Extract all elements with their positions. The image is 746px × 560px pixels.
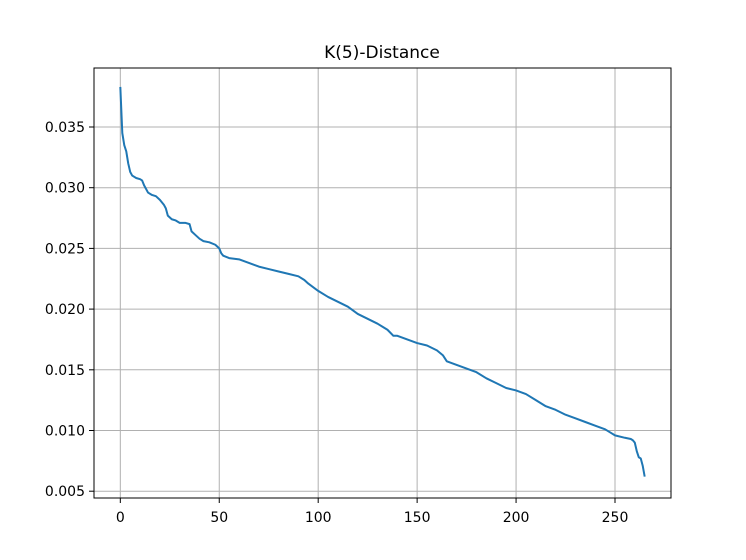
y-tick-label: 0.015	[45, 363, 85, 379]
x-axis-ticks: 0 50 100 150 200 250	[116, 498, 629, 526]
plot-frame	[93, 67, 672, 499]
x-tick-label: 50	[210, 510, 228, 526]
chart-title: K(5)-Distance	[324, 43, 440, 63]
x-tick-label: 200	[503, 510, 530, 526]
y-tick-label: 0.035	[45, 120, 85, 136]
y-tick-label: 0.020	[45, 302, 85, 318]
x-tick-label: 100	[305, 510, 332, 526]
y-tick-label: 0.005	[45, 484, 85, 500]
x-tick-label: 150	[404, 510, 431, 526]
y-tick-label: 0.030	[45, 181, 85, 197]
series-line	[119, 86, 646, 477]
y-axis-ticks: 0.005 0.010 0.015 0.020 0.025 0.030 0.035	[45, 120, 94, 500]
y-tick-label: 0.025	[45, 241, 85, 257]
grid-lines	[94, 68, 671, 498]
x-tick-label: 250	[602, 510, 629, 526]
series-layer	[119, 86, 646, 477]
y-tick-label: 0.010	[45, 424, 85, 440]
x-tick-label: 0	[116, 510, 125, 526]
